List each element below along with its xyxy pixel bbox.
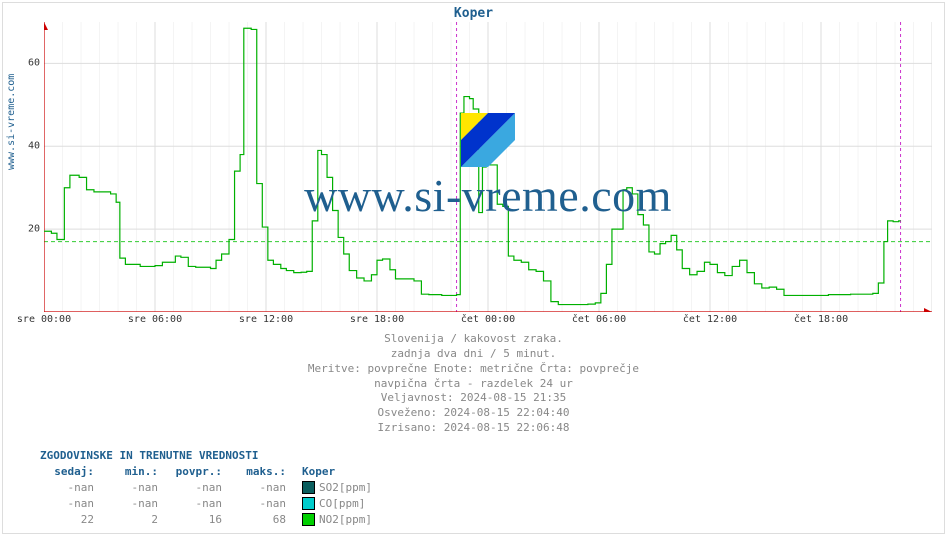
chart-svg: [44, 22, 932, 312]
values-col-header: maks.:: [232, 464, 296, 480]
meta-line: Veljavnost: 2024-08-15 21:35: [0, 391, 947, 406]
meta-line: Osveženo: 2024-08-15 22:04:40: [0, 406, 947, 421]
values-cell: -nan: [168, 496, 232, 512]
meta-line: Slovenija / kakovost zraka.: [0, 332, 947, 347]
series-label: SO2[ppm]: [319, 481, 372, 494]
series-label: CO[ppm]: [319, 497, 365, 510]
y-tick-label: 60: [24, 58, 40, 69]
meta-text-block: Slovenija / kakovost zraka.zadnja dva dn…: [0, 332, 947, 436]
x-tick-label: sre 12:00: [239, 314, 293, 325]
x-tick-label: čet 00:00: [461, 314, 515, 325]
values-cell: -nan: [104, 480, 168, 496]
values-col-header: povpr.:: [168, 464, 232, 480]
values-cell: -nan: [40, 480, 104, 496]
series-label-cell: SO2[ppm]: [296, 480, 382, 496]
meta-line: navpična črta - razdelek 24 ur: [0, 377, 947, 392]
values-table: ZGODOVINSKE IN TRENUTNE VREDNOSTI sedaj:…: [40, 448, 382, 528]
values-cell: 16: [168, 512, 232, 528]
values-col-header: Koper: [296, 464, 382, 480]
values-cell: 22: [40, 512, 104, 528]
series-label: NO2[ppm]: [319, 513, 372, 526]
table-row: 2221668NO2[ppm]: [40, 512, 382, 528]
x-tick-label: čet 06:00: [572, 314, 626, 325]
yaxis-side-label: www.si-vreme.com: [6, 74, 17, 170]
series-label-cell: CO[ppm]: [296, 496, 382, 512]
values-cell: -nan: [168, 480, 232, 496]
meta-line: Izrisano: 2024-08-15 22:06:48: [0, 421, 947, 436]
values-cell: -nan: [232, 496, 296, 512]
values-cell: -nan: [40, 496, 104, 512]
x-tick-label: čet 18:00: [794, 314, 848, 325]
meta-line: Meritve: povprečne Enote: metrične Črta:…: [0, 362, 947, 377]
series-swatch-icon: [302, 497, 315, 510]
chart-area: [44, 22, 932, 312]
x-tick-label: čet 12:00: [683, 314, 737, 325]
values-col-header: sedaj:: [40, 464, 104, 480]
x-tick-label: sre 06:00: [128, 314, 182, 325]
series-swatch-icon: [302, 513, 315, 526]
table-row: -nan-nan-nan-nanSO2[ppm]: [40, 480, 382, 496]
values-cell: -nan: [104, 496, 168, 512]
values-cell: -nan: [232, 480, 296, 496]
values-col-header: min.:: [104, 464, 168, 480]
chart-title: Koper: [0, 6, 947, 21]
table-row: -nan-nan-nan-nanCO[ppm]: [40, 496, 382, 512]
values-table-header: ZGODOVINSKE IN TRENUTNE VREDNOSTI: [40, 448, 382, 464]
x-tick-label: sre 18:00: [350, 314, 404, 325]
series-label-cell: NO2[ppm]: [296, 512, 382, 528]
values-cell: 68: [232, 512, 296, 528]
meta-line: zadnja dva dni / 5 minut.: [0, 347, 947, 362]
y-tick-label: 20: [24, 224, 40, 235]
x-tick-label: sre 00:00: [17, 314, 71, 325]
series-swatch-icon: [302, 481, 315, 494]
y-tick-label: 40: [24, 141, 40, 152]
values-cell: 2: [104, 512, 168, 528]
